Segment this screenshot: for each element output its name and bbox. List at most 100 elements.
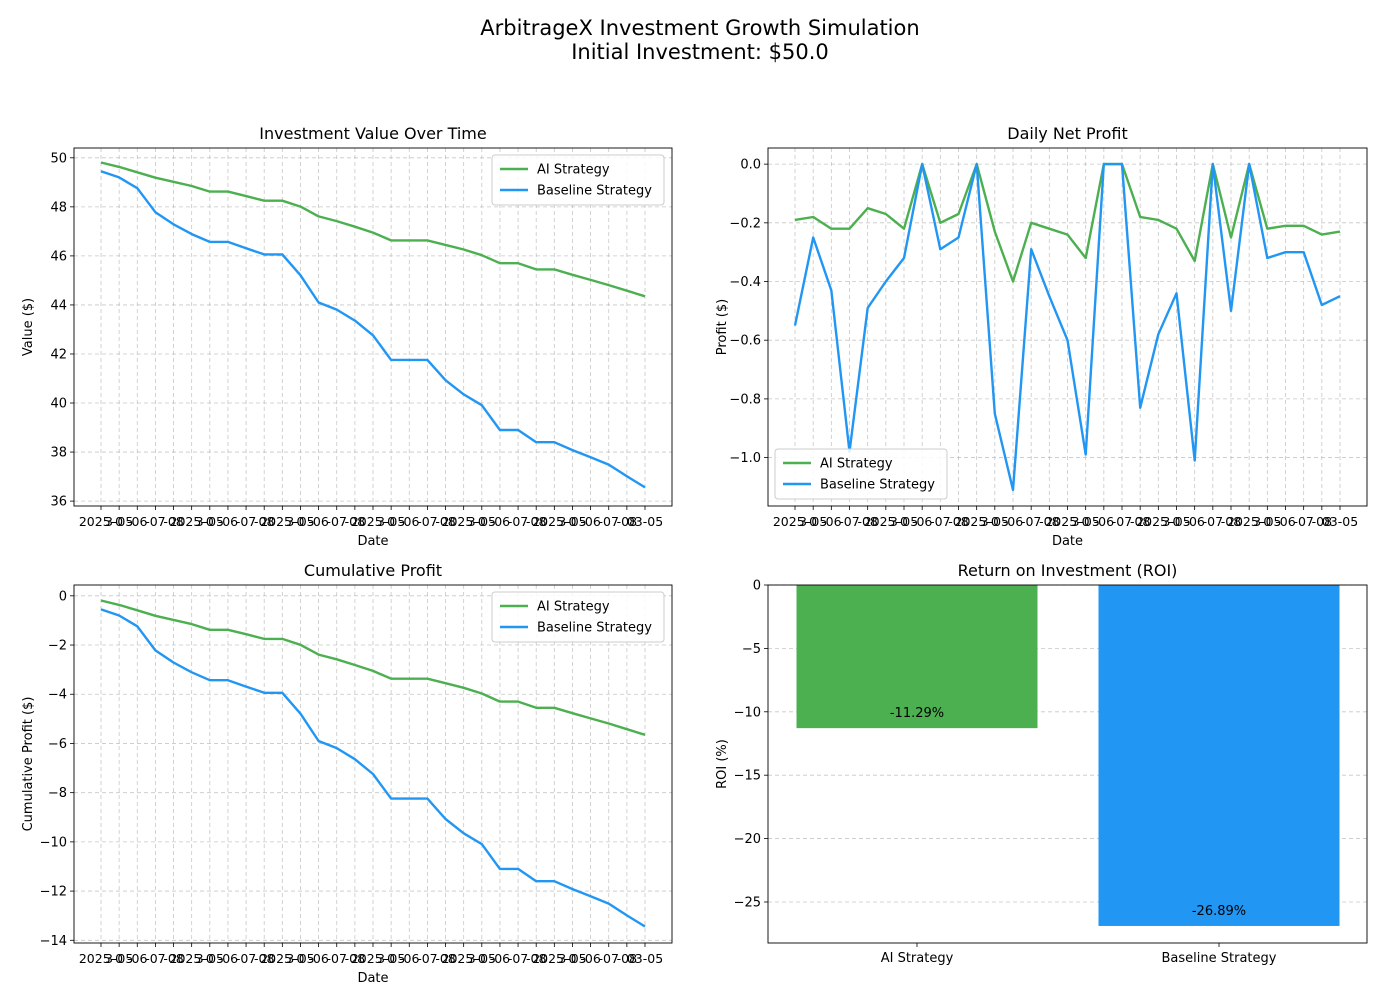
chart-panel-1: Investment Value Over Time 36 38 40 42 44 46 48… <box>21 124 673 549</box>
x-tick-label: 03-05 <box>627 951 663 966</box>
x-tick-label: -07 <box>1293 514 1313 529</box>
x-tick-label: 2025-0 <box>351 951 395 966</box>
y-tick-label: −8 <box>48 786 67 801</box>
x-tick-label: -08 <box>254 514 274 529</box>
figure-title-line1: ArbitrageX Investment Growth Simulation <box>480 16 920 40</box>
x-tick-label: -07 <box>1203 514 1223 529</box>
x-tick-label: 2025-0 <box>260 951 304 966</box>
x-tick-label: 3-05 <box>468 514 496 529</box>
x-tick-label: 03-05 <box>1322 514 1358 529</box>
x-tick-label: -07 <box>1021 514 1041 529</box>
series-line-ai-strategy <box>100 599 646 736</box>
x-tick-label: 2025-0 <box>260 514 304 529</box>
x-tick-label: 2025-0 <box>79 514 123 529</box>
x-tick-label: -08 <box>617 951 637 966</box>
x-tick-label: -06 <box>1275 514 1295 529</box>
x-tick-label: 2025-0 <box>170 951 214 966</box>
bar-data-label: -11.29% <box>890 706 944 721</box>
x-axis-label: Date <box>1052 534 1083 549</box>
x-tick-label: 2025-0 <box>79 951 123 966</box>
x-tick-label: -06 <box>218 514 238 529</box>
x-tick-label: -07 <box>417 951 437 966</box>
bar-data-label: -26.89% <box>1192 904 1246 919</box>
y-tick-label: −0.4 <box>729 275 761 290</box>
chart-panel-2: Daily Net Profit 0.0 −0.2 −0.4 −0.6 −0.8 −1.0 P… <box>715 124 1368 549</box>
x-tick-label: -06 <box>218 951 238 966</box>
x-tick-label: -08 <box>1312 514 1332 529</box>
x-tick-label: -07 <box>1112 514 1132 529</box>
x-tick-label: 3-05 <box>1253 514 1281 529</box>
x-tick-label: 3-05 <box>890 514 918 529</box>
axes-frame <box>73 147 673 507</box>
x-tick-label: 3-05 <box>981 514 1009 529</box>
chart-panel-3: Cumulative Profit 0 −2 −4 −6 −8 −10 −12 −14 Cumul… <box>21 561 673 986</box>
y-tick-label: 0.0 <box>740 158 761 173</box>
y-tick-label: −1.0 <box>729 451 761 466</box>
x-tick-label: 3-05 <box>799 514 827 529</box>
x-tick-label: -06 <box>580 951 600 966</box>
legend: AI Strategy Baseline Strategy <box>491 591 665 643</box>
x-tick-labels: 2025-03-05-06-07-082025-03-05-06-07-0820… <box>773 514 1358 529</box>
x-tick-label: -06 <box>490 514 510 529</box>
axes-frame <box>767 584 1368 944</box>
x-tick-label: 3-05 <box>558 514 586 529</box>
x-tick-label: 3-05 <box>1071 514 1099 529</box>
x-tick-label: -06 <box>490 951 510 966</box>
x-tick-label: 03-05 <box>627 514 663 529</box>
y-tick-label: −0.8 <box>729 392 761 407</box>
y-tick-label: −6 <box>48 737 67 752</box>
y-tick-label: 40 <box>50 397 67 412</box>
y-tick-label: −20 <box>734 832 761 847</box>
x-tick-label: -08 <box>526 951 546 966</box>
x-tick-label: AI Strategy <box>881 951 954 966</box>
chart-title: Investment Value Over Time <box>259 124 486 143</box>
series-line-baseline-strategy <box>100 608 646 928</box>
x-tick-label: -07 <box>327 951 347 966</box>
x-tick-label: -06 <box>1094 514 1114 529</box>
x-tick-label: 3-05 <box>468 951 496 966</box>
y-tick-label: −10 <box>734 705 761 720</box>
x-tick-label: -06 <box>580 514 600 529</box>
y-tick-label: 46 <box>50 249 67 264</box>
axes-frame <box>767 147 1368 507</box>
x-tick-label: -08 <box>1221 514 1241 529</box>
chart-title: Daily Net Profit <box>1007 124 1127 143</box>
figure-title: ArbitrageX Investment Growth Simulation … <box>0 16 1400 64</box>
x-tick-label: -07 <box>417 514 437 529</box>
x-tick-label: -06 <box>1003 514 1023 529</box>
x-tick-label: -06 <box>308 514 328 529</box>
x-tick-label: -07 <box>599 951 619 966</box>
y-tick-label: −0.2 <box>729 216 761 231</box>
legend-frame <box>491 591 665 643</box>
x-tick-label: -08 <box>1130 514 1150 529</box>
legend-frame <box>774 448 948 500</box>
x-tick-label: 3-05 <box>105 514 133 529</box>
x-axis-label: Date <box>357 971 388 986</box>
legend-entry: Baseline Strategy <box>820 478 935 493</box>
x-tick-label: 3-05 <box>286 514 314 529</box>
y-tick-label: 50 <box>50 151 67 166</box>
figure-title-line2: Initial Investment: $50.0 <box>571 40 829 64</box>
x-tick-label: 3-05 <box>377 514 405 529</box>
legend-entry: AI Strategy <box>537 163 610 178</box>
y-tick-label: 0 <box>753 579 761 594</box>
y-tick-label: 38 <box>50 446 67 461</box>
x-tick-label: 3-05 <box>377 951 405 966</box>
x-tick-label: 2025-0 <box>864 514 908 529</box>
x-tick-label: -07 <box>236 951 256 966</box>
x-tick-label: -07 <box>327 514 347 529</box>
x-tick-label: -08 <box>163 514 183 529</box>
x-tick-label: 2025-0 <box>532 951 576 966</box>
series-line-baseline-strategy <box>793 162 1341 492</box>
bar-ai-strategy <box>796 585 1038 729</box>
y-tick-label: −15 <box>734 769 761 784</box>
x-tick-label: 3-05 <box>196 514 224 529</box>
legend-entry: Baseline Strategy <box>537 184 652 199</box>
x-tick-label: -07 <box>145 514 165 529</box>
x-tick-label: 2025-0 <box>1045 514 1089 529</box>
x-tick-label: 3-05 <box>286 951 314 966</box>
x-tick-label: 2025-0 <box>170 514 214 529</box>
legend: AI Strategy Baseline Strategy <box>774 448 948 500</box>
bar-baseline-strategy <box>1098 585 1340 926</box>
